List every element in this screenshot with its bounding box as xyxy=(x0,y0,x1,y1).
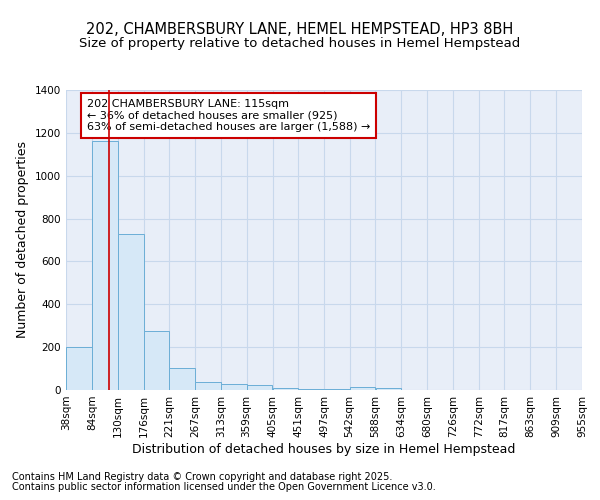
Bar xyxy=(118,234,143,390)
X-axis label: Distribution of detached houses by size in Hemel Hempstead: Distribution of detached houses by size … xyxy=(133,442,515,456)
Bar xyxy=(66,347,92,390)
Text: Size of property relative to detached houses in Hemel Hempstead: Size of property relative to detached ho… xyxy=(79,38,521,51)
Bar xyxy=(298,389,324,390)
Bar xyxy=(169,368,195,390)
Bar xyxy=(221,384,247,390)
Bar xyxy=(350,388,376,390)
Text: 202 CHAMBERSBURY LANE: 115sqm
← 36% of detached houses are smaller (925)
63% of : 202 CHAMBERSBURY LANE: 115sqm ← 36% of d… xyxy=(86,99,370,132)
Bar xyxy=(195,382,221,390)
Bar xyxy=(272,388,298,390)
Y-axis label: Number of detached properties: Number of detached properties xyxy=(16,142,29,338)
Bar xyxy=(92,142,118,390)
Bar xyxy=(325,389,350,390)
Bar xyxy=(144,331,169,390)
Bar xyxy=(247,384,272,390)
Text: 202, CHAMBERSBURY LANE, HEMEL HEMPSTEAD, HP3 8BH: 202, CHAMBERSBURY LANE, HEMEL HEMPSTEAD,… xyxy=(86,22,514,38)
Text: Contains HM Land Registry data © Crown copyright and database right 2025.: Contains HM Land Registry data © Crown c… xyxy=(12,472,392,482)
Bar xyxy=(376,388,401,390)
Text: Contains public sector information licensed under the Open Government Licence v3: Contains public sector information licen… xyxy=(12,482,436,492)
